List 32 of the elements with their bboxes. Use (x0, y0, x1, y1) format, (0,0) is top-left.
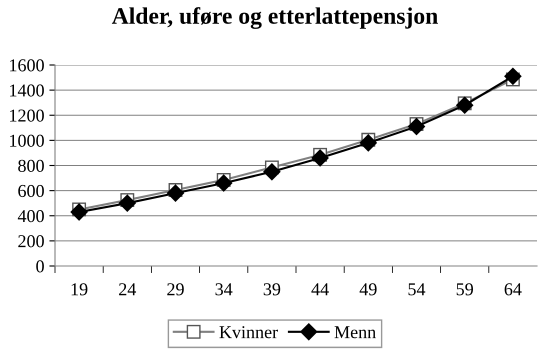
x-tick-label: 44 (311, 283, 329, 296)
point (263, 163, 280, 180)
legend-label: Kvinner (219, 326, 278, 338)
x-tick-label: 19 (72, 283, 88, 296)
y-tick-label: 1000 (10, 134, 44, 147)
x-tick-label: 59 (456, 283, 473, 296)
y-tick-label: 600 (18, 184, 44, 198)
y-tick-label: 800 (18, 160, 44, 172)
point (70, 203, 88, 221)
point (312, 149, 329, 167)
y-tick-label: 1600 (10, 59, 44, 72)
x-tick-label: 64 (504, 283, 522, 296)
y-tick-label: 1200 (10, 110, 44, 122)
y-tick-label: 200 (18, 235, 44, 248)
y-tick-label: 0 (36, 260, 44, 272)
x-tick-label: 34 (216, 283, 232, 296)
x-tick-label: 29 (167, 283, 184, 296)
x-tick-label: 24 (119, 283, 136, 296)
point (118, 194, 136, 212)
chart-title: Alder, uføre og etterlattepensjon (112, 7, 438, 29)
legend-label: Menn (334, 326, 376, 338)
x-tick-label: 39 (264, 283, 280, 296)
point (456, 96, 474, 114)
y-tick-label: 400 (18, 210, 44, 222)
y-tick-label: 1400 (10, 84, 44, 97)
x-tick-label: 54 (408, 283, 426, 296)
point (360, 134, 377, 152)
point (166, 184, 184, 202)
point (215, 174, 232, 192)
point (504, 68, 522, 85)
x-tick-label: 49 (360, 283, 377, 296)
point (408, 118, 426, 136)
